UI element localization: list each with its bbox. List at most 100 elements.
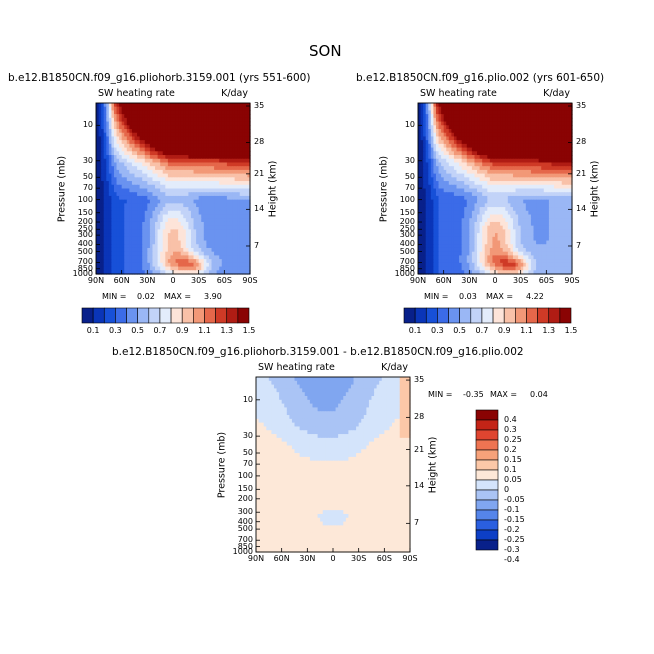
panel-top-left-cell (229, 158, 233, 164)
panel-top-left-cell (221, 106, 225, 112)
panel-top-left-cell (188, 262, 192, 268)
panel-top-right-cell (554, 225, 558, 230)
panel-top-left-cell (162, 166, 166, 171)
panel-top-left-cell (111, 173, 115, 178)
panel-top-left-cell (113, 114, 118, 119)
panel-top-left-cell (157, 181, 161, 186)
panel-top-right-cell (546, 125, 550, 130)
panel-top-right-cell (538, 173, 542, 178)
panel-top-left-cell (196, 151, 200, 156)
panel-top-left-cell (206, 140, 210, 145)
panel-top-right-cell (515, 188, 519, 193)
panel-top-right-cell (438, 195, 442, 201)
panel-top-left-cell (126, 203, 130, 208)
panel-top-right-cell (554, 103, 558, 108)
panel-top-right-cell (466, 181, 470, 186)
panel-top-right-cell (566, 136, 571, 141)
panel-top-left-cell (137, 236, 141, 242)
panel-top-right-cell (420, 218, 424, 223)
panel-top-right-cell (541, 192, 545, 197)
panel-top-left-cell (142, 151, 146, 156)
panel-top-left-cell (124, 136, 128, 141)
panel-top-right-cell (569, 117, 573, 123)
panel-top-left-cell (185, 155, 189, 160)
panel-top-left-cell (170, 181, 174, 186)
panel-top-right-cell (487, 143, 491, 149)
panel-top-left-cell (208, 266, 213, 271)
panel-top-left-cell (193, 247, 197, 253)
panel-top-left-cell (234, 173, 238, 178)
panel-top-right-cell (441, 129, 445, 134)
panel-top-right-cell (420, 132, 424, 138)
panel-top-right-cell (536, 169, 540, 175)
panel-top-left-cell (160, 262, 164, 268)
panel-top-right-cell (548, 143, 553, 149)
panel-top-right-cell (495, 207, 499, 212)
panel-top-left-cell (180, 247, 184, 253)
panel-top-left-cell (247, 255, 251, 260)
panel-top-right-cell (515, 210, 519, 216)
panel-top-left-cell (206, 195, 210, 201)
panel-top-right-cell (543, 132, 547, 138)
panel-top-left-cell (162, 210, 166, 216)
panel-top-left-cell (108, 136, 112, 141)
panel-top-left-cell (160, 192, 164, 197)
panel-top-right-cell (443, 225, 447, 230)
panel-top-right-cell (430, 147, 434, 152)
panel-top-right-cell (489, 210, 494, 216)
panel-top-right-cell (559, 147, 563, 152)
panel-top-left-cell (134, 203, 138, 208)
panel-top-left-cell (201, 181, 205, 186)
panel-top-right-cell (464, 207, 468, 212)
panel-top-left-cell (211, 214, 215, 219)
panel-top-right-cell (456, 233, 460, 238)
panel-top-right-cell (569, 143, 573, 149)
panel-top-left-cell (157, 247, 161, 253)
panel-top-right-cell (423, 155, 427, 160)
panel-top-left-cell (131, 221, 136, 227)
panel-top-left-cell (219, 181, 223, 186)
panel-top-left-cell (101, 173, 105, 178)
panel-top-left-cell (165, 255, 169, 260)
panel-top-left-cell (113, 169, 118, 175)
panel-top-left-cell (165, 166, 169, 171)
panel-top-right-cell (505, 192, 509, 197)
panel-top-right-cell (497, 207, 501, 212)
panel-top-left-cell (147, 251, 151, 257)
panel-top-right-cell (453, 103, 458, 108)
panel-top-left-cell (193, 169, 197, 175)
panel-top-left-cell (211, 225, 215, 230)
panel-top-left-cell (201, 195, 205, 201)
panel-top-left-cell (126, 184, 130, 190)
panel-top-left-cell (237, 236, 241, 242)
panel-top-left-cell (129, 240, 133, 245)
panel-top-right-cell (533, 169, 537, 175)
panel-top-right-cell (492, 192, 496, 197)
panel-top-left-cell (183, 136, 187, 141)
panel-top-left-cell (185, 247, 189, 253)
panel-top-right-cell (564, 125, 568, 130)
panel-top-left-cell (190, 158, 195, 164)
panel-top-right-cell (451, 129, 455, 134)
panel-top-left-cell (111, 121, 115, 126)
panel-top-left-cell (183, 114, 187, 119)
panel-top-left-cell (226, 151, 231, 156)
panel-top-left-cell (142, 132, 146, 138)
panel-top-left-cell (157, 195, 161, 201)
panel-top-left-cell (188, 103, 192, 108)
panel-top-right-cell (451, 114, 455, 119)
panel-top-left-cell (206, 121, 210, 126)
panel-top-right-cell (474, 147, 478, 152)
panel-top-left-cell (219, 251, 223, 257)
panel-top-left-cell (224, 210, 228, 216)
panel-top-right-cell (520, 188, 524, 193)
panel-top-left-cell (142, 214, 146, 219)
panel-top-left-cell (244, 125, 249, 130)
panel-top-left-cell (124, 106, 128, 112)
panel-top-right-cell (520, 143, 524, 149)
panel-top-left-cell (178, 151, 182, 156)
panel-top-right-cell (479, 117, 483, 123)
panel-top-left-cell (224, 106, 228, 112)
panel-top-left-cell (216, 247, 220, 253)
panel-top-left-cell (188, 166, 192, 171)
